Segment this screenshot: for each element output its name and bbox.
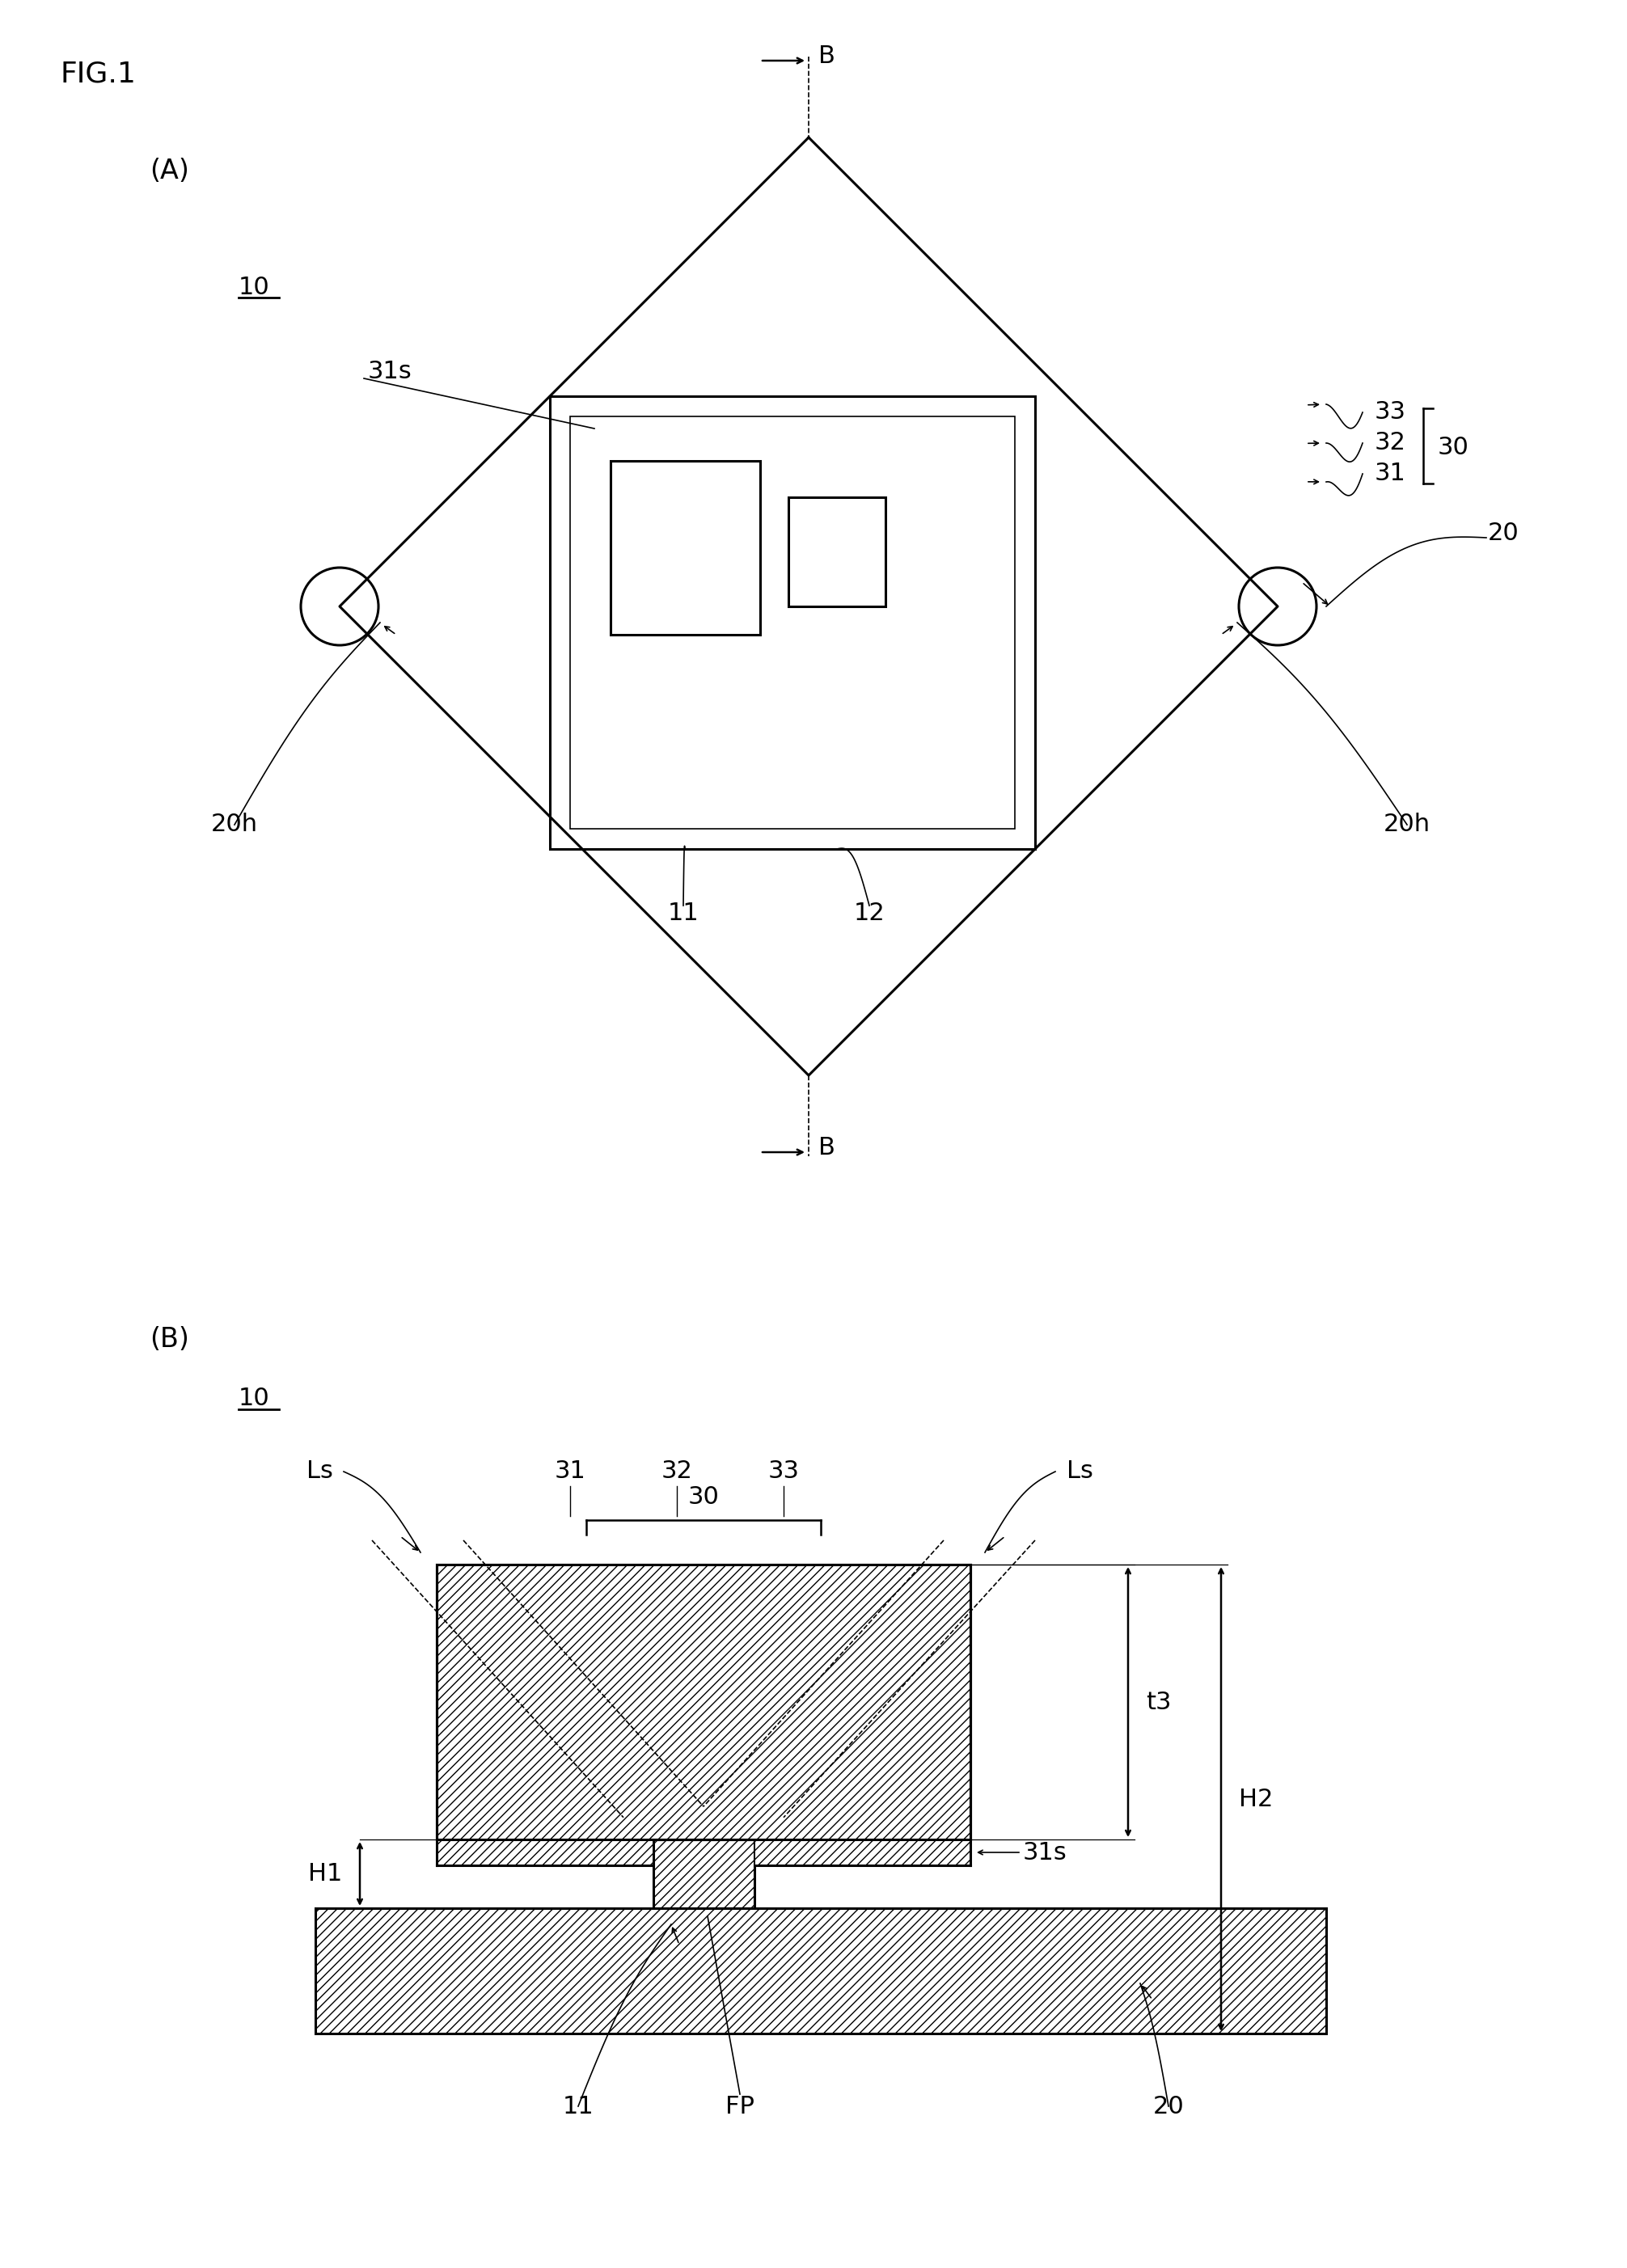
Text: FIG.1: FIG.1 xyxy=(60,61,137,88)
Text: 10: 10 xyxy=(239,274,270,299)
Text: 20: 20 xyxy=(1154,2096,1184,2118)
Text: 20h: 20h xyxy=(212,812,259,837)
Text: 33: 33 xyxy=(1375,401,1406,424)
Text: 11: 11 xyxy=(563,2096,594,2118)
Text: 11: 11 xyxy=(667,903,700,925)
Text: 31s: 31s xyxy=(1023,1842,1067,1864)
Bar xyxy=(789,497,885,606)
Text: 32: 32 xyxy=(1375,431,1406,456)
Bar xyxy=(436,1839,654,1864)
Bar xyxy=(550,397,1035,848)
Text: (A): (A) xyxy=(150,159,189,184)
Bar xyxy=(610,460,760,635)
Text: B: B xyxy=(818,1136,835,1159)
Bar xyxy=(654,1839,755,1907)
Text: 33: 33 xyxy=(768,1461,799,1483)
Text: Ls: Ls xyxy=(1066,1461,1093,1483)
Text: H2: H2 xyxy=(1238,1787,1272,1810)
Bar xyxy=(569,417,1015,828)
Bar xyxy=(436,1565,970,1839)
Text: 31s: 31s xyxy=(368,361,412,383)
Text: 32: 32 xyxy=(661,1461,693,1483)
Text: 31: 31 xyxy=(1375,463,1406,485)
Text: 20: 20 xyxy=(1489,522,1520,544)
Bar xyxy=(316,1907,1326,2034)
Text: B: B xyxy=(818,45,835,68)
Bar xyxy=(654,1839,755,1907)
Text: 31: 31 xyxy=(555,1461,586,1483)
Text: 10: 10 xyxy=(239,1388,270,1411)
Text: 20h: 20h xyxy=(1383,812,1430,837)
Text: FP: FP xyxy=(726,2096,755,2118)
Bar xyxy=(436,1839,654,1864)
Text: 12: 12 xyxy=(854,903,885,925)
Bar xyxy=(755,1839,970,1864)
Bar xyxy=(436,1839,654,1864)
Bar xyxy=(755,1839,970,1864)
Text: (B): (B) xyxy=(150,1327,189,1352)
Text: 30: 30 xyxy=(1438,435,1469,458)
Text: t3: t3 xyxy=(1145,1690,1171,1715)
Bar xyxy=(316,1907,1326,2034)
Text: H1: H1 xyxy=(308,1862,342,1885)
Text: 30: 30 xyxy=(688,1486,719,1508)
Bar xyxy=(755,1839,970,1864)
Bar xyxy=(436,1565,970,1839)
Bar xyxy=(436,1565,970,1839)
Text: Ls: Ls xyxy=(306,1461,332,1483)
